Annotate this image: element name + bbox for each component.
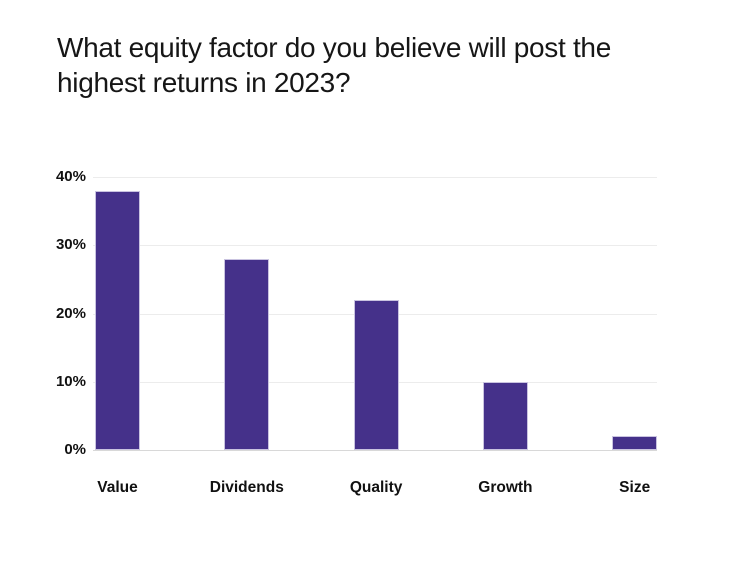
x-axis-label-value: Value <box>97 479 138 496</box>
y-gridline-30 <box>93 245 657 247</box>
y-axis-tick-label-20: 20% <box>55 304 86 322</box>
y-axis-tick-label-10: 10% <box>55 372 86 390</box>
y-gridline-40 <box>93 177 657 178</box>
chart-title: What equity factor do you believe will p… <box>57 30 611 100</box>
bar-size <box>612 436 658 450</box>
bar-dividends <box>224 258 270 450</box>
x-axis-label-size: Size <box>619 479 651 496</box>
bar-value <box>95 190 140 450</box>
bar-growth <box>482 381 528 450</box>
y-axis-tick-label-30: 30% <box>55 236 86 254</box>
y-axis-tick-label-40: 40% <box>55 168 86 185</box>
x-axis-label-dividends: Dividends <box>209 479 284 496</box>
chart-title-line-1: What equity factor do you believe will p… <box>57 32 611 63</box>
chart-title-line-2: highest returns in 2023? <box>57 67 351 98</box>
x-axis-baseline <box>93 450 657 451</box>
x-axis-label-growth: Growth <box>478 479 533 496</box>
x-axis-label-quality: Quality <box>349 479 403 496</box>
y-axis-tick-label-0: 0% <box>64 441 86 458</box>
bar-quality <box>353 299 399 450</box>
